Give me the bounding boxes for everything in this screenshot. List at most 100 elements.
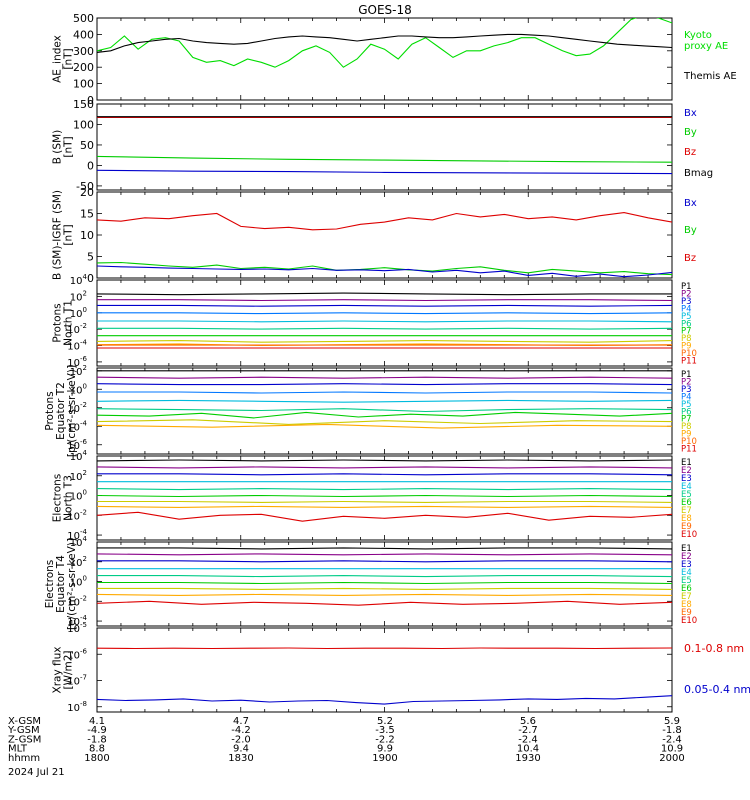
series-line-bx [97, 169, 672, 175]
panel-frame [96, 367, 673, 455]
series-line-p6 [97, 327, 672, 330]
legend-label: E5 [681, 576, 692, 586]
y-tick-exponent: 4 [83, 535, 88, 543]
y-axis-label: Electrons [44, 560, 56, 609]
series-line-e3 [97, 560, 672, 563]
y-tick-exponent: 2 [83, 364, 87, 372]
legend-label: Bx [684, 198, 697, 209]
y-tick-label: 50 [80, 139, 94, 152]
legend-label: 0.1-0.8 nm [684, 642, 744, 655]
x-row-value: 8.8 [89, 744, 105, 755]
y-tick-label: 20 [80, 186, 94, 199]
legend-label: P3 [681, 297, 692, 307]
legend-label: E9 [681, 522, 692, 532]
y-tick-exponent: 4 [83, 273, 88, 281]
series-line-e2 [97, 553, 672, 556]
legend-label: By [684, 225, 697, 236]
series-line-e10 [97, 600, 672, 606]
y-tick-label: 150 [73, 98, 94, 111]
legend-label: E9 [681, 608, 692, 618]
x-row-value: -4.9 [87, 725, 107, 736]
y-tick-exponent: -6 [80, 438, 88, 446]
legend-label: E2 [681, 466, 692, 476]
series-group [97, 18, 672, 68]
legend-label: P7 [681, 327, 692, 337]
series-line-p6 [97, 408, 672, 413]
legend-label: E1 [681, 458, 692, 468]
legend-label: Bz [684, 147, 696, 158]
series-line-p4 [97, 312, 672, 315]
x-row-label: MLT [8, 744, 28, 755]
y-tick-label: 100 [73, 118, 94, 131]
y-tick-exponent: 4 [83, 449, 88, 457]
series-line-p5 [97, 399, 672, 403]
y-tick-exponent: 0 [83, 382, 87, 390]
y-tick-exponent: -6 [80, 355, 88, 363]
legend-label: Bx [684, 108, 697, 119]
x-row-value: 2000 [659, 753, 684, 764]
y-axis-label: Equator T4 [55, 555, 67, 613]
legend-label: P4 [681, 392, 692, 402]
y-tick-label: 0 [87, 159, 94, 172]
series-line-e6 [97, 494, 672, 498]
y-tick-label: 104 [70, 273, 88, 287]
y-tick-label: -50 [76, 180, 94, 193]
legend-label: E8 [681, 514, 692, 524]
series-line-p7 [97, 411, 672, 419]
series-line-p8 [97, 419, 672, 425]
legend-label: P6 [681, 407, 692, 417]
x-row-value: 5.9 [664, 716, 680, 727]
legend-label: E10 [681, 530, 697, 540]
series-line-p3 [97, 383, 672, 386]
series-line-p9 [97, 423, 672, 429]
y-tick-label: 200 [73, 61, 94, 74]
legend-label: P3 [681, 385, 692, 395]
legend-label: E10 [681, 616, 697, 626]
y-axis-label: B (SM)-IGRF (SM) [52, 190, 64, 280]
figure-title: GOES-18 [358, 3, 412, 17]
series-group [97, 647, 672, 705]
legend-label: P8 [681, 422, 692, 432]
panel-frame [96, 17, 673, 101]
y-tick-label: 500 [73, 12, 94, 25]
y-tick-exponent: -4 [80, 528, 88, 536]
series-line-p3 [97, 304, 672, 307]
y-axis-label: Xray flux [52, 647, 64, 694]
panel-frame [96, 455, 673, 541]
y-axis-label: Equator T2 [55, 382, 67, 440]
y-tick-exponent: 2 [83, 555, 87, 563]
legend-label: P7 [681, 415, 692, 425]
y-tick-label: 15 [80, 208, 94, 221]
x-row-value: 1930 [515, 753, 540, 764]
legend-label: P1 [681, 370, 692, 380]
x-row-value: 4.1 [89, 716, 105, 727]
series-group [97, 547, 672, 606]
legend-label: P11 [681, 357, 697, 367]
series-line-e1 [97, 547, 672, 550]
legend-label: E6 [681, 498, 692, 508]
x-row-value: 5.2 [377, 716, 393, 727]
y-axis-label: AE_index [52, 35, 64, 83]
series-line-e6 [97, 581, 672, 585]
y-tick-exponent: 2 [83, 469, 87, 477]
y-tick-exponent: -6 [80, 647, 88, 655]
y-axis-label: [e/(cm²-s-sr-keV)] [66, 538, 78, 630]
legend-label: Kyoto [684, 30, 712, 41]
x-row-value: 10.4 [517, 744, 539, 755]
panel-bsm: -50 0 50 100 150 B (SM) [nT] Bx By Bz Bmag [52, 98, 714, 193]
legend: 0.1-0.8 nm 0.05-0.4 nm [684, 642, 750, 696]
x-row-label: Z-GSM [8, 734, 41, 745]
legend-label: P2 [681, 377, 692, 387]
y-axis-label: North T1 [63, 300, 75, 346]
y-tick-label: 10 [80, 229, 94, 242]
legend-label: P2 [681, 289, 692, 299]
series-line-0-05-0-4-nm [97, 695, 672, 705]
legend-label: P10 [681, 437, 697, 447]
x-date-label: 2024 Jul 21 [8, 767, 65, 778]
